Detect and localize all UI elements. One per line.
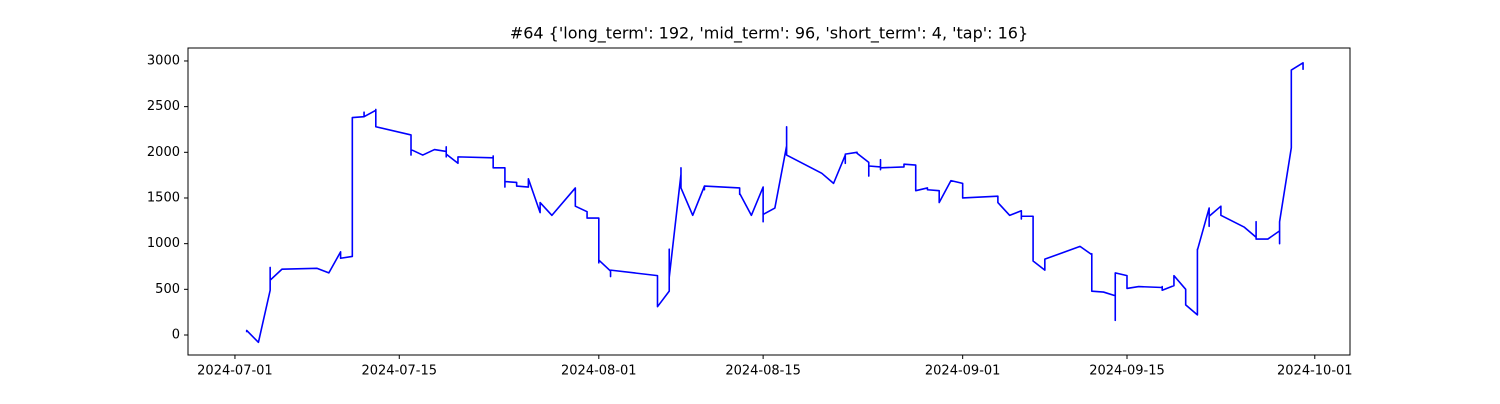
x-tick-label: 2024-08-01 [561, 364, 637, 379]
x-tick-label: 2024-09-15 [1089, 364, 1165, 379]
y-tick-label: 3000 [147, 53, 180, 68]
x-tick-label: 2024-10-01 [1277, 364, 1353, 379]
chart-title: #64 {'long_term': 192, 'mid_term': 96, '… [510, 24, 1028, 44]
y-tick-label: 2500 [147, 99, 180, 114]
x-tick-label: 2024-09-01 [925, 364, 1001, 379]
x-tick-label: 2024-07-01 [197, 364, 273, 379]
y-tick-label: 1000 [147, 236, 180, 251]
x-tick-label: 2024-07-15 [361, 364, 437, 379]
x-tick-label: 2024-08-15 [725, 364, 801, 379]
y-tick-label: 1500 [147, 190, 180, 205]
y-tick-label: 2000 [147, 145, 180, 160]
plot-frame [187, 47, 1351, 356]
data-line [245, 61, 1304, 344]
y-tick-label: 0 [172, 327, 180, 342]
y-tick-label: 500 [155, 282, 180, 297]
